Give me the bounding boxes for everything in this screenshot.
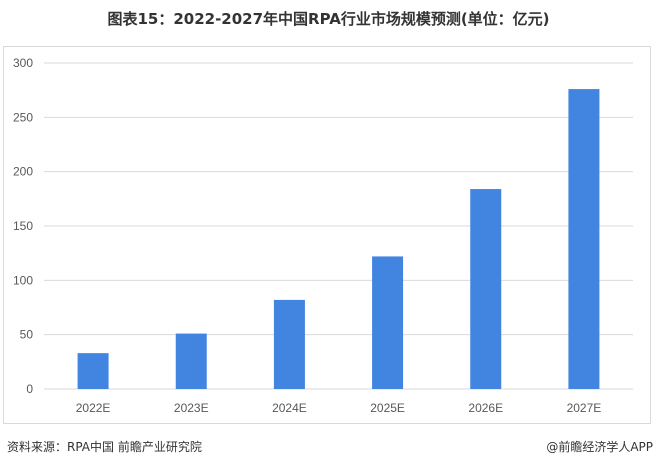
y-tick-label: 100 xyxy=(13,273,33,287)
credit-note: @前瞻经济学人APP xyxy=(546,440,653,454)
chart-title: 图表15：2022-2027年中国RPA行业市场规模预测(单位：亿元) xyxy=(107,10,550,28)
x-tick-label: 2027E xyxy=(567,401,602,415)
chart-frame xyxy=(3,46,651,424)
y-tick-label: 150 xyxy=(13,219,33,233)
bar-2022E xyxy=(77,353,109,389)
y-tick-label: 0 xyxy=(26,382,33,396)
x-tick-label: 2024E xyxy=(272,401,307,415)
bar-2027E xyxy=(568,89,600,389)
bar-2024E xyxy=(273,299,305,389)
x-tick-label: 2025E xyxy=(370,401,405,415)
source-note: 资料来源：RPA中国 前瞻产业研究院 xyxy=(7,440,202,454)
x-tick-label: 2026E xyxy=(468,401,503,415)
x-tick-label: 2023E xyxy=(174,401,209,415)
x-tick-label: 2022E xyxy=(76,401,111,415)
y-tick-label: 300 xyxy=(13,56,33,70)
bar-2023E xyxy=(175,333,207,389)
y-tick-label: 200 xyxy=(13,165,33,179)
bar-2026E xyxy=(470,189,502,389)
y-tick-label: 50 xyxy=(20,328,34,342)
y-tick-label: 250 xyxy=(13,110,33,124)
bar-2025E xyxy=(372,256,404,389)
